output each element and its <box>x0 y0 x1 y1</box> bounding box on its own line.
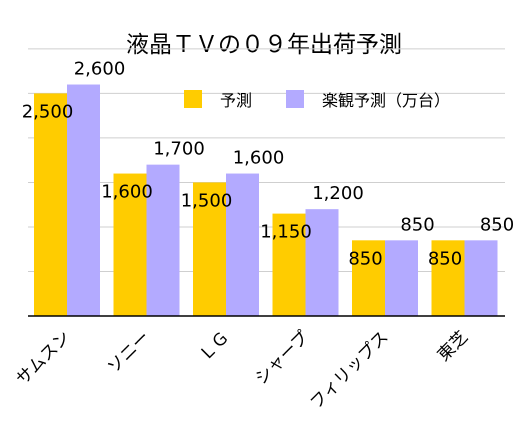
value-label-optimistic-4: 1,200 <box>312 183 364 204</box>
bar-forecast-3 <box>193 182 226 316</box>
value-label-forecast-4: 1,150 <box>260 222 312 243</box>
bar-optimistic-2 <box>146 164 180 316</box>
legend: 予測 楽観予測（万台） <box>184 90 450 110</box>
category-label-3: ＬＧ <box>195 327 233 365</box>
bar-optimistic-1 <box>67 84 100 316</box>
value-label-forecast-6: 850 <box>428 248 462 269</box>
bar-forecast-5 <box>352 240 385 316</box>
value-label-optimistic-1: 2,600 <box>74 59 126 80</box>
legend-swatch-optimistic <box>286 90 304 108</box>
gridlines <box>28 48 505 272</box>
value-label-optimistic-2: 1,700 <box>153 139 205 160</box>
bar-optimistic-5 <box>385 240 418 316</box>
legend-label-forecast: 予測 <box>220 91 252 110</box>
category-label-6: 東芝 <box>434 327 472 365</box>
value-label-forecast-1: 2,500 <box>22 101 74 122</box>
bar-optimistic-4 <box>305 209 339 316</box>
bar-forecast-2 <box>113 173 147 316</box>
category-label-2: ソニー <box>104 327 154 377</box>
legend-label-optimistic: 楽観予測（万台） <box>322 91 450 110</box>
bars <box>34 84 498 316</box>
value-label-forecast-3: 1,500 <box>181 190 233 211</box>
value-labels: 2,5002,6001,6001,7001,5001,6001,1501,200… <box>22 59 514 270</box>
bar-forecast-6 <box>431 240 465 316</box>
bar-optimistic-6 <box>464 240 498 316</box>
value-label-optimistic-5: 850 <box>400 214 434 235</box>
category-label-5: フィリップス <box>307 327 393 413</box>
bar-forecast-4 <box>272 213 306 316</box>
legend-swatch-forecast <box>184 90 202 108</box>
bar-optimistic-3 <box>226 173 259 316</box>
bar-forecast-1 <box>34 93 67 316</box>
value-label-optimistic-3: 1,600 <box>233 148 285 169</box>
value-label-forecast-2: 1,600 <box>101 182 153 203</box>
value-label-forecast-5: 850 <box>348 248 382 269</box>
category-label-1: サムスン <box>13 327 75 389</box>
category-label-4: シャープ <box>252 327 314 389</box>
chart-title: 液晶ＴＶの０９年出荷予測 <box>126 32 402 58</box>
value-label-optimistic-6: 850 <box>480 214 514 235</box>
